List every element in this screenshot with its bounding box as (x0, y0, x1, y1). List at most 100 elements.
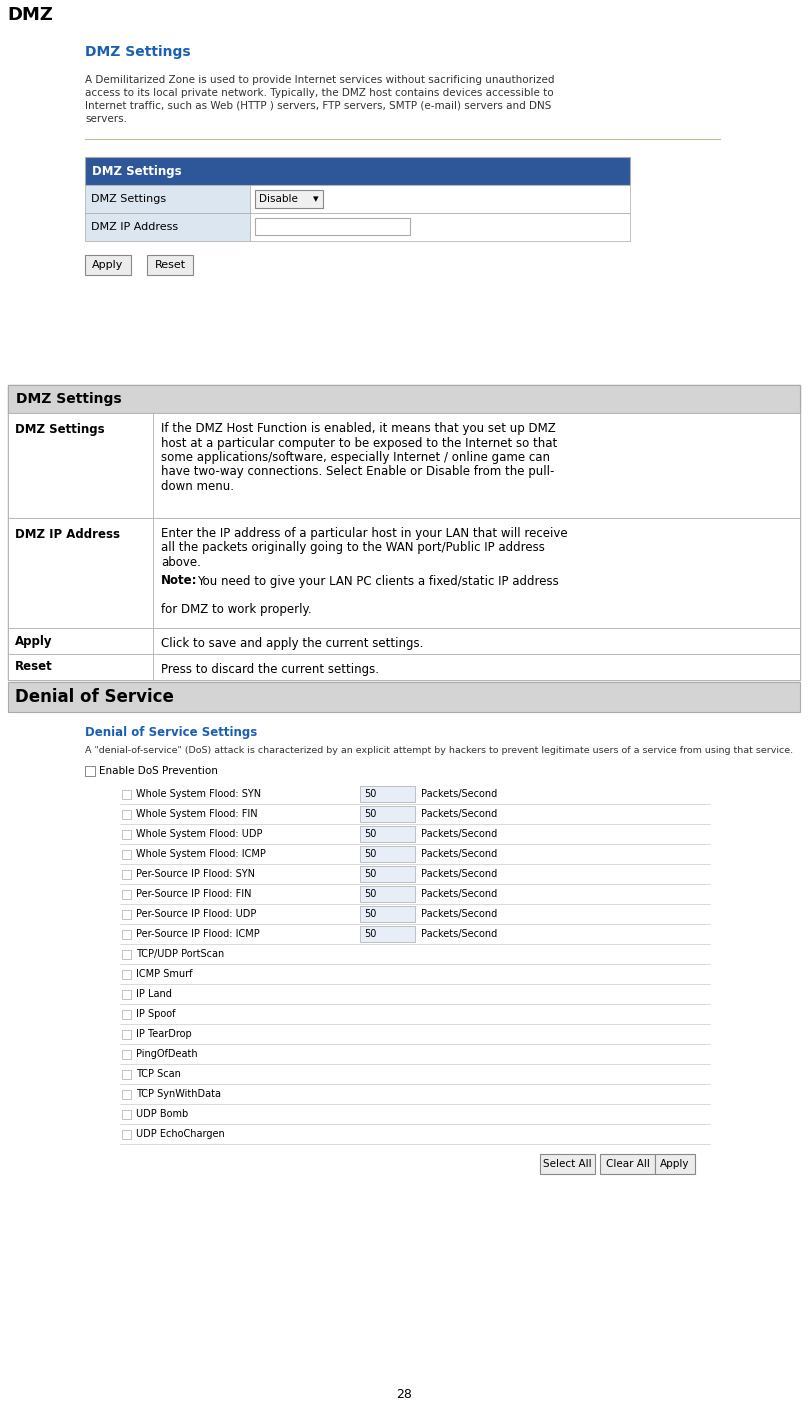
Bar (8, 628, 153, 654)
Text: DMZ Settings: DMZ Settings (15, 423, 104, 436)
Text: Internet traffic, such as Web (HTTP ) servers, FTP servers, SMTP (e-mail) server: Internet traffic, such as Web (HTTP ) se… (85, 101, 551, 111)
Text: You need to give your LAN PC clients a fixed/static IP address: You need to give your LAN PC clients a f… (197, 575, 559, 588)
Text: Per-Source IP Flood: ICMP: Per-Source IP Flood: ICMP (136, 929, 259, 939)
Bar (255, 190, 323, 208)
Text: IP TearDrop: IP TearDrop (136, 1029, 191, 1039)
Text: host at a particular computer to be exposed to the Internet so that: host at a particular computer to be expo… (161, 436, 558, 450)
Text: Packets/Second: Packets/Second (421, 910, 497, 920)
Text: 50: 50 (364, 789, 377, 799)
Bar (360, 786, 415, 801)
Bar (85, 157, 630, 186)
Text: PingOfDeath: PingOfDeath (136, 1049, 198, 1059)
Text: Reset: Reset (154, 260, 186, 270)
Text: Enable DoS Prevention: Enable DoS Prevention (99, 766, 218, 776)
Text: DMZ Settings: DMZ Settings (91, 194, 166, 204)
Text: Clear All: Clear All (605, 1159, 650, 1168)
Text: 50: 50 (364, 849, 377, 859)
Text: IP Spoof: IP Spoof (136, 1010, 175, 1019)
Bar (655, 1154, 695, 1174)
Text: Apply: Apply (15, 634, 53, 648)
Text: access to its local private network. Typically, the DMZ host contains devices ac: access to its local private network. Typ… (85, 89, 553, 98)
Text: Packets/Second: Packets/Second (421, 808, 497, 820)
Text: Packets/Second: Packets/Second (421, 869, 497, 879)
Bar (255, 218, 410, 235)
Bar (122, 1070, 131, 1078)
Bar (250, 212, 630, 240)
Text: A Demilitarized Zone is used to provide Internet services without sacrificing un: A Demilitarized Zone is used to provide … (85, 75, 554, 84)
Text: Packets/Second: Packets/Second (421, 789, 497, 799)
Text: Whole System Flood: SYN: Whole System Flood: SYN (136, 789, 261, 799)
Text: DMZ IP Address: DMZ IP Address (91, 222, 178, 232)
Bar (122, 830, 131, 838)
Bar (85, 212, 250, 240)
Text: Enter the IP address of a particular host in your LAN that will receive: Enter the IP address of a particular hos… (161, 527, 568, 540)
Bar (8, 385, 800, 681)
Bar (122, 1029, 131, 1039)
Bar (250, 186, 630, 212)
Text: Packets/Second: Packets/Second (421, 889, 497, 898)
Text: all the packets originally going to the WAN port/Public IP address: all the packets originally going to the … (161, 541, 545, 554)
Bar (8, 654, 153, 681)
Bar (122, 890, 131, 898)
Bar (360, 866, 415, 882)
Text: Disable: Disable (259, 194, 298, 204)
Text: above.: above. (161, 555, 201, 569)
Bar (122, 929, 131, 938)
Bar (122, 970, 131, 979)
Text: Denial of Service Settings: Denial of Service Settings (85, 725, 257, 740)
Text: DMZ: DMZ (7, 6, 53, 24)
Bar (8, 385, 800, 413)
Text: 50: 50 (364, 830, 377, 839)
Bar (122, 790, 131, 799)
Bar (85, 254, 131, 276)
Bar (122, 1129, 131, 1139)
Bar (0, 0, 808, 30)
Bar (122, 1109, 131, 1119)
Text: down menu.: down menu. (161, 479, 234, 494)
Bar (360, 905, 415, 922)
Text: 50: 50 (364, 929, 377, 939)
Text: ▾: ▾ (313, 194, 318, 204)
Text: Packets/Second: Packets/Second (421, 830, 497, 839)
Text: Press to discard the current settings.: Press to discard the current settings. (161, 664, 379, 676)
Text: Apply: Apply (660, 1159, 690, 1168)
Bar (122, 990, 131, 998)
Bar (540, 1154, 595, 1174)
Text: A "denial-of-service" (DoS) attack is characterized by an explicit attempt by ha: A "denial-of-service" (DoS) attack is ch… (85, 747, 793, 755)
Text: for DMZ to work properly.: for DMZ to work properly. (161, 603, 312, 616)
Text: Whole System Flood: UDP: Whole System Flood: UDP (136, 830, 263, 839)
Text: 50: 50 (364, 808, 377, 820)
Bar (360, 886, 415, 903)
Bar (122, 869, 131, 879)
Bar (360, 927, 415, 942)
Text: Packets/Second: Packets/Second (421, 929, 497, 939)
Text: Reset: Reset (15, 661, 53, 673)
Text: Per-Source IP Flood: FIN: Per-Source IP Flood: FIN (136, 889, 251, 898)
Text: DMZ Settings: DMZ Settings (16, 392, 122, 406)
Bar (153, 517, 800, 628)
Text: Denial of Service: Denial of Service (15, 688, 174, 706)
Text: UDP EchoChargen: UDP EchoChargen (136, 1129, 225, 1139)
Text: Select All: Select All (543, 1159, 591, 1168)
Bar (153, 413, 800, 517)
Text: have two-way connections. Select Enable or Disable from the pull-: have two-way connections. Select Enable … (161, 465, 554, 478)
Text: ICMP Smurf: ICMP Smurf (136, 969, 192, 979)
Text: servers.: servers. (85, 114, 127, 124)
Bar (153, 654, 800, 681)
Bar (600, 1154, 655, 1174)
Text: If the DMZ Host Function is enabled, it means that you set up DMZ: If the DMZ Host Function is enabled, it … (161, 422, 556, 434)
Bar (122, 1010, 131, 1018)
Text: Whole System Flood: FIN: Whole System Flood: FIN (136, 808, 258, 820)
Bar (360, 846, 415, 862)
Text: 50: 50 (364, 910, 377, 920)
Text: Packets/Second: Packets/Second (421, 849, 497, 859)
Bar (122, 849, 131, 859)
Text: 28: 28 (396, 1389, 412, 1402)
Text: TCP SynWithData: TCP SynWithData (136, 1090, 221, 1099)
Bar (122, 949, 131, 959)
Text: TCP/UDP PortScan: TCP/UDP PortScan (136, 949, 225, 959)
Bar (122, 1090, 131, 1098)
Bar (0, 0, 808, 30)
Bar (8, 413, 153, 517)
Bar (147, 254, 193, 276)
